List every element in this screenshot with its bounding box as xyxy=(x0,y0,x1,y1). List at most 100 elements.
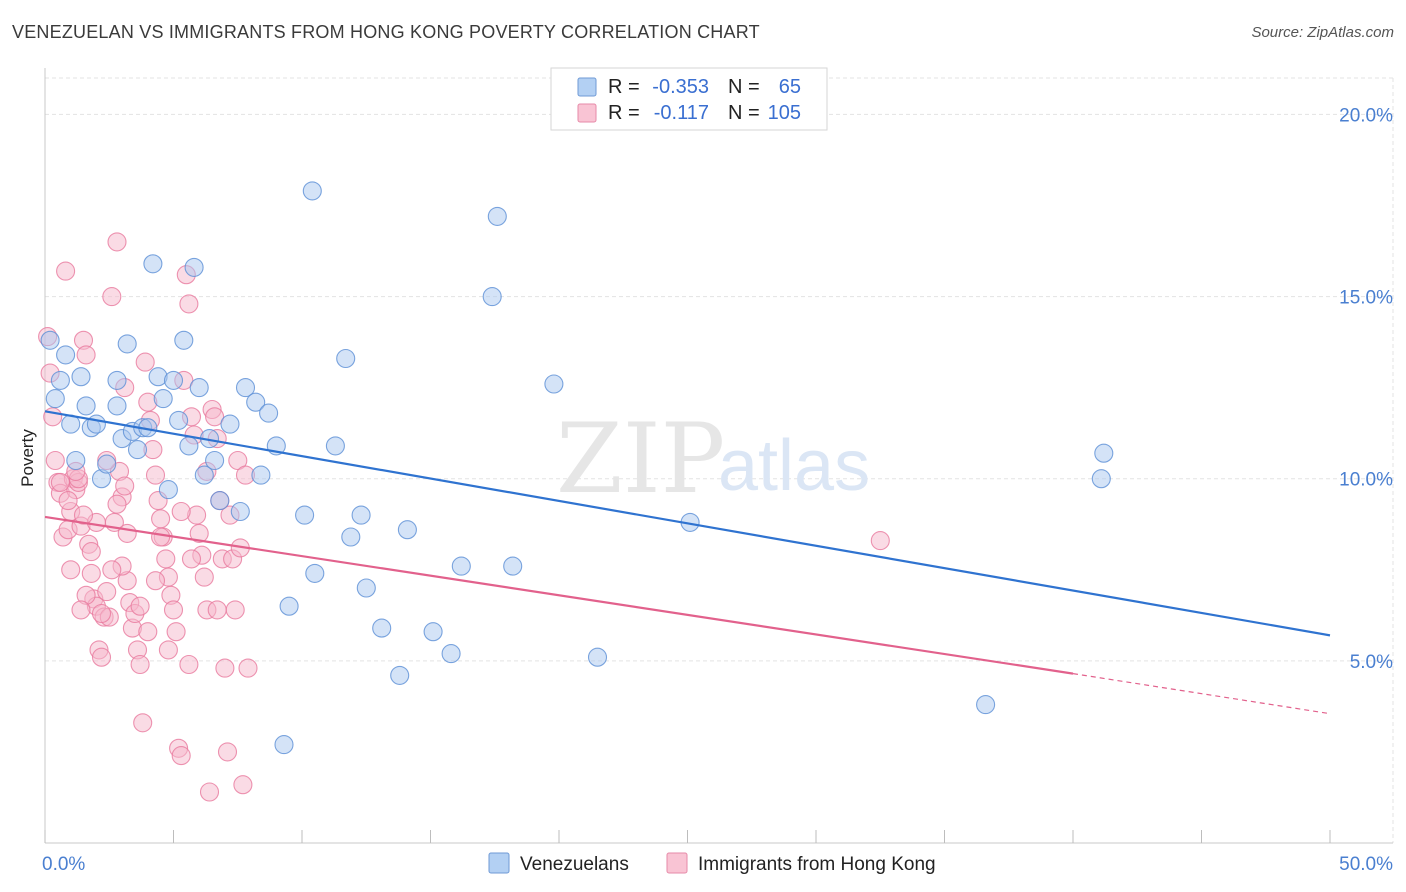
venezuelans-point-41 xyxy=(279,596,299,616)
hong-kong-point-38 xyxy=(135,352,155,372)
hong-kong-point-42 xyxy=(145,465,166,485)
y-tick-label-1: 10.0% xyxy=(1339,470,1393,491)
hong-kong-point-95 xyxy=(58,491,78,511)
venezuelans-point-60 xyxy=(544,374,564,394)
venezuelans-point-6 xyxy=(71,367,91,387)
hong-kong-point-17 xyxy=(81,563,101,583)
venezuelans-point-50 xyxy=(356,578,376,598)
stats-legend-r-value-2: -0.117 xyxy=(654,102,709,124)
venezuelans-point-46 xyxy=(325,436,345,456)
venezuelans-point-45 xyxy=(305,563,325,583)
stats-legend-n-value-1: 65 xyxy=(779,76,801,98)
hong-kong-point-27 xyxy=(107,232,127,252)
series-legend-label-venezuelans: Venezuelans xyxy=(520,854,629,875)
stats-legend-n-value-2: 105 xyxy=(768,102,801,124)
hong-kong-point-98 xyxy=(81,542,101,562)
stats-legend-r-value-1: -0.353 xyxy=(652,76,709,98)
hong-kong-point-103 xyxy=(207,600,227,620)
venezuelans-point-13 xyxy=(107,370,127,390)
venezuelans-point-39 xyxy=(259,403,279,423)
venezuelans-point-0 xyxy=(40,330,60,350)
venezuelans-point-64 xyxy=(1091,469,1111,489)
hong-kong-point-89 xyxy=(145,571,166,591)
venezuelans-point-42 xyxy=(274,735,294,755)
hong-kong-point-97 xyxy=(73,505,94,525)
venezuelans-point-26 xyxy=(174,330,194,350)
hong-kong-point-70 xyxy=(217,742,238,762)
hong-kong-point-86 xyxy=(91,603,112,624)
stats-legend: R = -0.353 N = 65 R = -0.117 N = 105 xyxy=(550,67,828,131)
hong-kong-point-44 xyxy=(151,509,171,529)
venezuelans-point-20 xyxy=(143,254,163,274)
hong-kong-point-100 xyxy=(138,622,158,642)
stats-legend-n-label-2: N = xyxy=(728,102,760,124)
venezuelans-point-28 xyxy=(184,257,204,277)
venezuelans-point-43 xyxy=(295,505,315,525)
venezuelans-point-7 xyxy=(76,396,96,416)
series-hong-kong-points xyxy=(38,232,890,802)
venezuelans-point-27 xyxy=(179,436,199,456)
venezuelans-point-24 xyxy=(163,370,184,390)
series-legend-label-hong-kong: Immigrants from Hong Kong xyxy=(698,854,936,875)
venezuelans-point-1 xyxy=(45,389,65,409)
series-legend-swatch-venezuelans xyxy=(488,852,510,874)
hong-kong-point-69 xyxy=(215,658,235,678)
venezuelans-point-35 xyxy=(230,501,250,522)
venezuelans-point-29 xyxy=(189,378,209,398)
hong-kong-point-49 xyxy=(163,600,184,620)
venezuelans-point-32 xyxy=(205,450,225,471)
venezuelans-point-15 xyxy=(117,334,137,354)
venezuelans-point-9 xyxy=(86,414,106,434)
venezuelans-point-36 xyxy=(235,378,256,398)
hong-kong-point-25 xyxy=(102,287,122,307)
hong-kong-point-7 xyxy=(56,261,76,281)
hong-kong-point-61 xyxy=(194,567,214,587)
venezuelans-point-34 xyxy=(220,414,240,434)
venezuelans-point-22 xyxy=(153,389,173,409)
hong-kong-point-92 xyxy=(181,549,202,569)
venezuelans-point-58 xyxy=(487,206,507,226)
hong-kong-point-91 xyxy=(171,501,191,522)
hong-kong-point-23 xyxy=(97,582,117,602)
venezuelans-point-25 xyxy=(169,410,189,430)
trend-lines xyxy=(44,410,1331,715)
hong-kong-point-73 xyxy=(225,600,245,620)
series-legend-swatch-hong-kong xyxy=(666,852,688,874)
chart-title: VENEZUELAN VS IMMIGRANTS FROM HONG KONG … xyxy=(12,22,760,42)
hong-kong-point-46 xyxy=(156,549,176,569)
y-tick-label-3: 20.0% xyxy=(1339,105,1393,126)
hong-kong-point-94 xyxy=(50,472,70,492)
venezuelans-point-53 xyxy=(397,520,417,540)
axes xyxy=(44,68,1393,844)
venezuelans-point-33 xyxy=(210,491,230,511)
hong-kong-point-102 xyxy=(179,654,199,675)
hong-kong-point-88 xyxy=(130,596,150,616)
venezuelans-point-55 xyxy=(441,644,461,664)
venezuelans-point-17 xyxy=(127,440,148,460)
chart-source: Source: ZipAtlas.com xyxy=(1251,24,1394,41)
watermark-atlas: atlas xyxy=(718,426,870,506)
y-tick-label-2: 15.0% xyxy=(1339,288,1393,309)
stats-legend-r-label-2: R = xyxy=(608,102,640,124)
venezuelans-point-51 xyxy=(372,618,392,638)
venezuelans-point-23 xyxy=(158,480,178,500)
stats-legend-n-label-1: N = xyxy=(728,76,760,98)
hong-kong-point-101 xyxy=(158,640,178,660)
series-venezuelans-points xyxy=(40,181,1114,755)
venezuelans-point-59 xyxy=(503,556,523,576)
hong-kong-point-99 xyxy=(102,560,122,580)
venezuelans-point-63 xyxy=(976,695,996,715)
venezuelans-point-49 xyxy=(351,505,371,525)
watermark-zip: ZIP xyxy=(556,403,725,515)
hong-kong-point-84 xyxy=(61,560,81,580)
venezuelans-point-61 xyxy=(587,647,608,667)
venezuelans-point-65 xyxy=(1094,443,1114,463)
venezuelans-point-30 xyxy=(194,465,214,485)
hong-kong-point-104 xyxy=(238,658,258,678)
hong-kong-point-21 xyxy=(91,647,112,667)
venezuelans-point-47 xyxy=(336,348,356,369)
venezuelans-point-54 xyxy=(423,622,443,642)
hong-kong-point-63 xyxy=(199,782,220,802)
venezuelans-point-3 xyxy=(56,345,76,365)
